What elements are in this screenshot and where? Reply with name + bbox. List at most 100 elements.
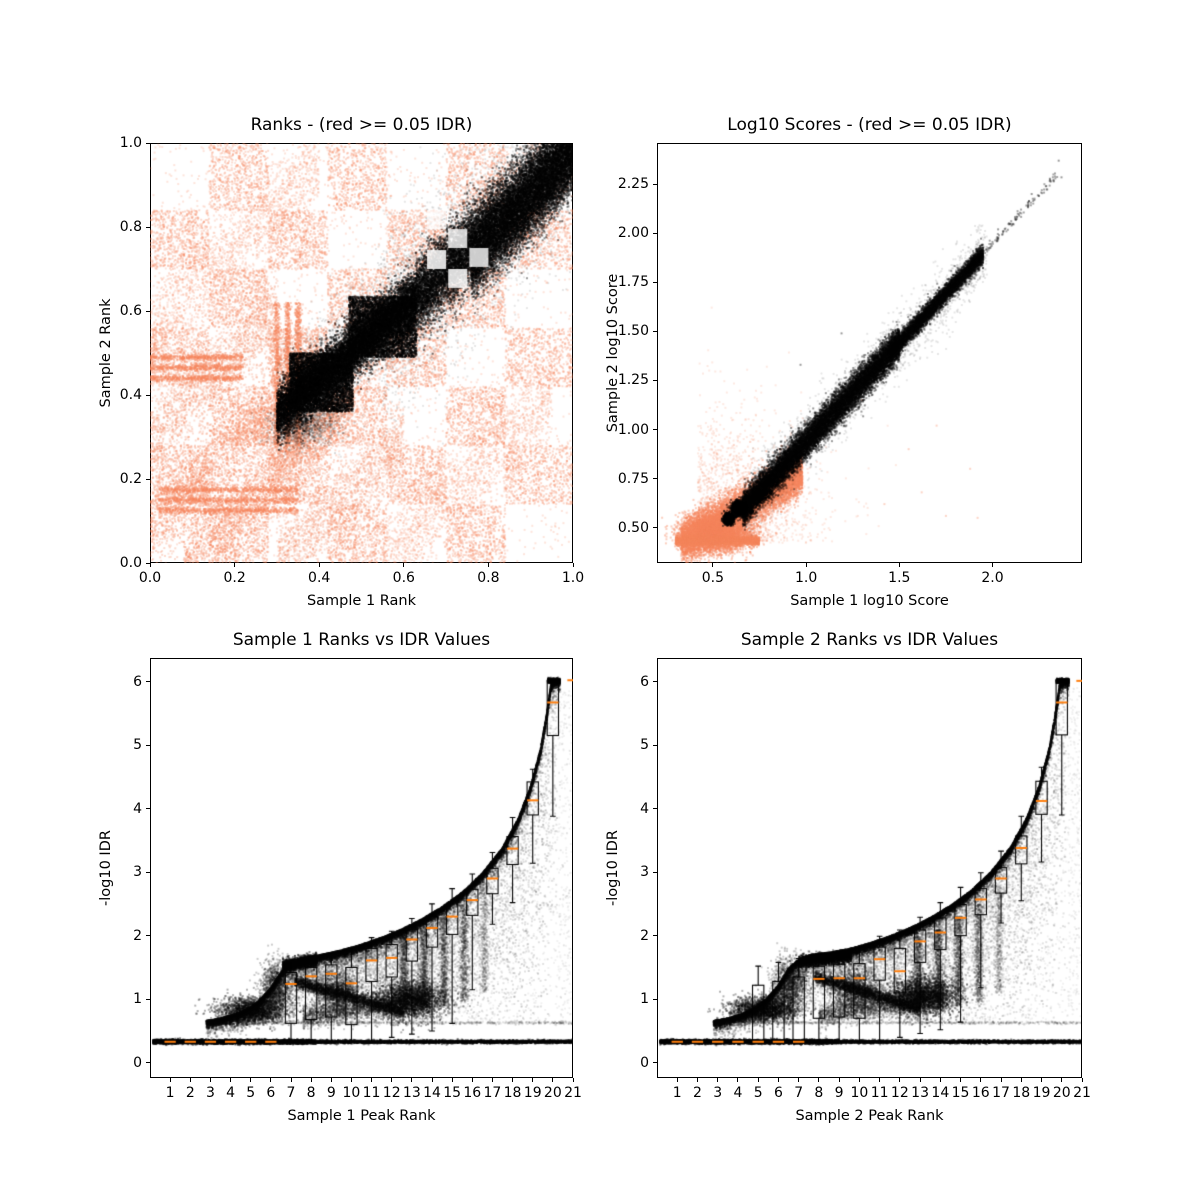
x-tick-label: 1.0 xyxy=(561,570,585,586)
x-tick-mark xyxy=(209,1078,211,1082)
x-tick-mark xyxy=(330,1078,332,1082)
y-tick-label: 0.0 xyxy=(119,555,142,571)
x-tick-mark xyxy=(411,1078,413,1082)
x-tick-label: 13 xyxy=(402,1085,421,1101)
x-tick-mark xyxy=(310,1078,312,1082)
x-tick-label: 19 xyxy=(1032,1085,1051,1101)
plot-title: Log10 Scores - (red >= 0.05 IDR) xyxy=(727,115,1012,135)
x-tick-label: 12 xyxy=(382,1085,401,1101)
x-tick-mark xyxy=(290,1078,292,1082)
x-tick-label: 0.2 xyxy=(223,570,246,586)
y-tick-mark xyxy=(653,330,657,332)
x-axis-label: Sample 2 Peak Rank xyxy=(795,1108,944,1124)
y-tick-label: 0.75 xyxy=(617,470,649,487)
scatter-canvas xyxy=(657,143,1082,563)
y-tick-label: 0.6 xyxy=(119,303,142,319)
x-tick-mark xyxy=(757,1078,759,1082)
x-tick-label: 8 xyxy=(306,1085,316,1101)
x-tick-label: 11 xyxy=(362,1085,381,1101)
x-tick-label: 0.5 xyxy=(701,570,725,586)
y-tick-label: 4 xyxy=(640,800,649,817)
x-tick-mark xyxy=(403,563,405,567)
x-tick-mark xyxy=(250,1078,252,1082)
y-tick-label: 1.0 xyxy=(119,135,142,151)
y-tick-mark xyxy=(146,478,150,480)
plot-title: Sample 1 Ranks vs IDR Values xyxy=(232,630,491,650)
y-tick-label: 6 xyxy=(133,673,142,690)
x-tick-label: 2 xyxy=(693,1085,702,1101)
y-tick-label: 6 xyxy=(640,673,649,690)
y-tick-label: 5 xyxy=(640,737,649,754)
x-tick-label: 1 xyxy=(165,1085,175,1101)
x-tick-mark xyxy=(960,1078,962,1082)
x-tick-mark xyxy=(169,1078,171,1082)
y-tick-mark xyxy=(146,142,150,144)
x-tick-label: 4 xyxy=(226,1085,236,1101)
y-tick-mark xyxy=(653,1062,657,1064)
y-tick-mark xyxy=(653,281,657,283)
y-tick-label: 0 xyxy=(640,1054,649,1071)
x-tick-mark xyxy=(451,1078,453,1082)
x-tick-mark xyxy=(552,1078,554,1082)
y-tick-label: 2 xyxy=(640,927,649,944)
x-tick-mark xyxy=(572,1078,574,1082)
x-tick-mark xyxy=(1081,1078,1083,1082)
x-tick-mark xyxy=(818,1078,820,1082)
x-tick-label: 5 xyxy=(246,1085,256,1101)
y-tick-mark xyxy=(653,681,657,682)
y-tick-mark xyxy=(653,183,657,185)
y-tick-label: 0.2 xyxy=(119,471,142,487)
x-tick-mark xyxy=(879,1078,881,1082)
y-tick-label: 1.75 xyxy=(617,274,649,291)
y-tick-label: 0.8 xyxy=(119,219,142,235)
x-tick-label: 9 xyxy=(326,1085,336,1101)
x-tick-label: 15 xyxy=(443,1085,462,1101)
x-tick-mark xyxy=(838,1078,840,1082)
x-tick-label: 18 xyxy=(503,1085,522,1101)
x-tick-label: 2.0 xyxy=(981,570,1004,586)
x-tick-label: 6 xyxy=(773,1085,783,1101)
x-tick-mark xyxy=(676,1078,678,1082)
y-tick-label: 2 xyxy=(133,927,142,944)
x-tick-mark xyxy=(919,1078,921,1082)
x-tick-label: 0.0 xyxy=(138,570,162,586)
y-tick-mark xyxy=(653,871,657,873)
x-tick-mark xyxy=(939,1078,941,1082)
y-tick-mark xyxy=(653,527,657,529)
x-tick-mark xyxy=(431,1078,433,1082)
x-tick-label: 1.5 xyxy=(888,570,911,586)
x-tick-mark xyxy=(1041,1078,1043,1082)
x-tick-mark xyxy=(737,1078,739,1082)
x-tick-label: 14 xyxy=(423,1085,441,1101)
y-axis-label: -log10 IDR xyxy=(98,830,114,906)
y-tick-label: 3 xyxy=(640,864,649,881)
x-tick-label: 13 xyxy=(911,1085,930,1101)
y-tick-label: 3 xyxy=(133,864,142,881)
x-tick-mark xyxy=(318,563,320,567)
scatter-canvas xyxy=(657,658,1082,1078)
x-tick-label: 5 xyxy=(753,1085,763,1101)
y-tick-label: 1.25 xyxy=(617,372,649,389)
y-tick-mark xyxy=(653,478,657,480)
x-tick-mark xyxy=(487,563,489,567)
x-tick-label: 2 xyxy=(185,1085,195,1101)
y-tick-mark xyxy=(146,562,150,564)
x-tick-mark xyxy=(696,1078,698,1082)
y-tick-label: 4 xyxy=(133,800,142,817)
x-tick-mark xyxy=(371,1078,373,1082)
x-tick-mark xyxy=(992,563,994,567)
x-tick-label: 11 xyxy=(870,1085,889,1101)
subplot-sample1-idr: Sample 1 Ranks vs IDR Values Sample 1 Pe… xyxy=(98,631,582,1124)
x-tick-label: 1.0 xyxy=(794,570,818,586)
x-tick-mark xyxy=(858,1078,860,1082)
x-tick-mark xyxy=(805,563,807,567)
y-tick-label: 1.50 xyxy=(617,323,649,340)
y-tick-mark xyxy=(653,232,657,234)
y-tick-mark xyxy=(146,226,150,228)
x-tick-label: 21 xyxy=(1073,1085,1091,1101)
y-tick-label: 5 xyxy=(133,737,142,754)
y-tick-label: 0 xyxy=(133,1054,142,1071)
plot-area xyxy=(150,658,573,1078)
x-tick-label: 0.6 xyxy=(392,570,415,586)
x-tick-mark xyxy=(1061,1078,1063,1082)
